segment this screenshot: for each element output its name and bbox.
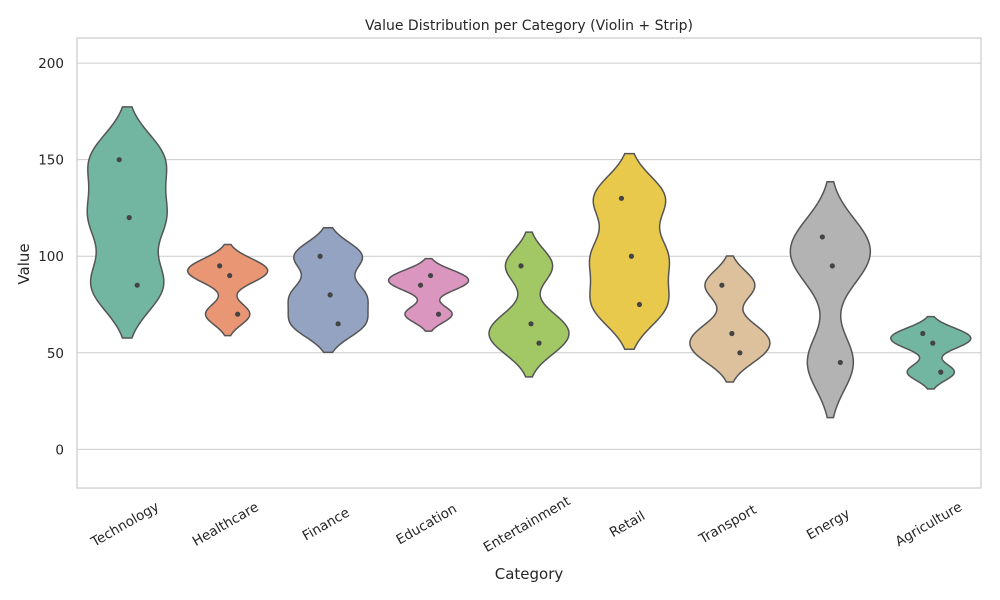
x-axis-label: Category [495, 565, 564, 583]
violins [86, 106, 972, 419]
strip-point [335, 321, 341, 327]
plot-frame [76, 37, 982, 489]
violin-shape [186, 243, 269, 337]
chart-title: Value Distribution per Category (Violin … [365, 18, 693, 34]
violin-shape [387, 257, 470, 332]
strip-point [719, 282, 725, 288]
strip-point [920, 330, 926, 337]
strip-point [829, 263, 835, 269]
strip-point [435, 311, 442, 317]
strip-point [227, 272, 233, 279]
strip-point [126, 215, 132, 221]
violin-shape [890, 315, 972, 390]
violin-shape [287, 227, 369, 354]
violin-shape [689, 255, 771, 383]
strip-point [417, 282, 424, 288]
y-tick-label: 100 [38, 249, 64, 265]
strip-point [930, 340, 936, 346]
y-tick-label: 150 [38, 153, 64, 169]
violin-shape [86, 106, 168, 339]
strip-point [628, 253, 635, 259]
strip-point [528, 321, 534, 327]
strip-point [837, 359, 843, 366]
strip-point [636, 301, 643, 308]
strip-point [618, 195, 625, 201]
strip-point [217, 263, 223, 269]
strip-point [235, 311, 241, 317]
y-axis-label: Value [15, 243, 33, 284]
strip-point [938, 369, 944, 375]
strip-point [737, 350, 743, 356]
strip-point [536, 340, 542, 346]
strip-point [317, 253, 323, 259]
strip-point [819, 234, 825, 240]
y-tick-label: 200 [38, 56, 64, 72]
strip-point [729, 330, 735, 337]
y-tick-labels: 0 50 100 150 200 [38, 56, 64, 458]
strip-point [427, 272, 434, 279]
violin-shape [588, 152, 671, 350]
strip-point [518, 263, 524, 269]
y-tick-label: 50 [47, 346, 64, 362]
strip-points [116, 157, 944, 375]
strip-point [134, 282, 140, 288]
violin-shape [488, 231, 570, 378]
y-tick-label: 0 [55, 442, 64, 458]
violin-shape [789, 180, 872, 419]
strip-point [327, 292, 333, 298]
strip-point [116, 157, 122, 163]
